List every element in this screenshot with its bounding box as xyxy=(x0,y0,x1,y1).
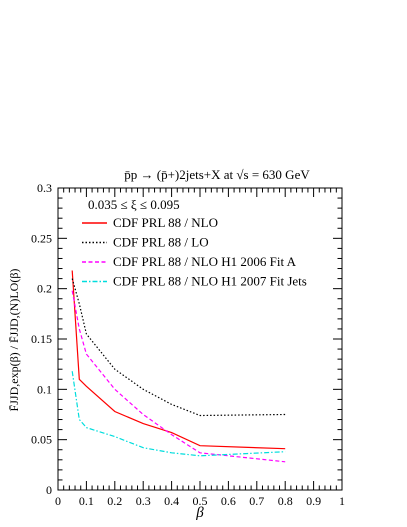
y-tick-label: 0.15 xyxy=(31,332,52,346)
x-tick-label: 0.6 xyxy=(221,494,236,508)
x-tick-label: 0.2 xyxy=(107,494,122,508)
series-line-1 xyxy=(71,270,286,450)
series-line-4 xyxy=(71,371,286,457)
y-axis-label: F̄JJD,exp(β) / F̄JJD,(N)LO(β) xyxy=(7,269,21,412)
chart-title: p̄p → (p̄+)2jets+X at √s = 630 GeV xyxy=(124,167,310,182)
x-tick-label: 0.5 xyxy=(193,494,208,508)
y-tick-label: 0.25 xyxy=(31,231,52,245)
x-tick-label: 0.9 xyxy=(306,494,321,508)
legend-label-2: CDF PRL 88 / LO xyxy=(113,235,209,250)
series-line-3 xyxy=(71,290,286,463)
y-tick-label: 0.3 xyxy=(37,181,52,195)
legend-label-3: CDF PRL 88 / NLO H1 2006 Fit A xyxy=(113,254,297,269)
plot-frame xyxy=(57,187,343,491)
x-axis-label: β xyxy=(195,505,204,521)
x-tick-label: 0.8 xyxy=(278,494,293,508)
y-tick-label: 0.1 xyxy=(37,382,52,396)
legend: 0.035 ≤ ξ ≤ 0.095 CDF PRL 88 / NLO CDF PR… xyxy=(82,197,307,289)
axis-ticks: 0 0.1 0.2 0.3 0.4 0.5 0.6 0.7 0.8 0.9 1 0 0.05 0.1 0.1… xyxy=(31,181,345,508)
series-group xyxy=(71,270,286,463)
legend-header: 0.035 ≤ ξ ≤ 0.095 xyxy=(88,197,180,212)
legend-label-1: CDF PRL 88 / NLO xyxy=(113,215,218,230)
x-tick-label: 0.4 xyxy=(164,494,179,508)
x-tick-label: 0.7 xyxy=(249,494,264,508)
legend-label-4: CDF PRL 88 / NLO H1 2007 Fit Jets xyxy=(113,274,307,289)
series-line-2 xyxy=(71,278,286,417)
y-tick-label: 0.05 xyxy=(31,433,52,447)
x-tick-label: 1 xyxy=(339,494,345,508)
x-tick-label: 0 xyxy=(55,494,61,508)
y-tick-label: 0.2 xyxy=(37,282,52,296)
x-tick-label: 0.1 xyxy=(79,494,94,508)
y-tick-label: 0 xyxy=(46,483,52,497)
x-tick-label: 0.3 xyxy=(136,494,151,508)
